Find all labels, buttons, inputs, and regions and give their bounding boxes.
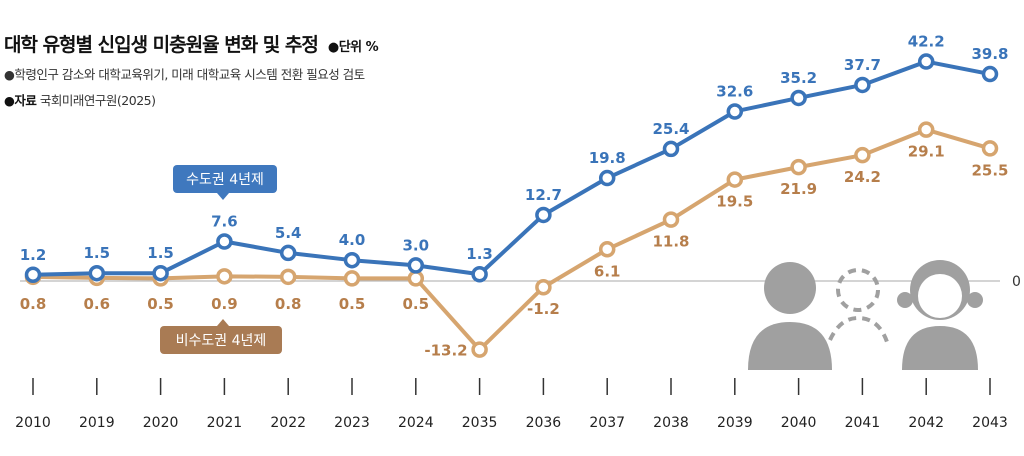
data-label: 0.8 <box>20 295 47 313</box>
data-point <box>662 140 680 158</box>
data-point <box>471 341 488 358</box>
series-line <box>32 127 991 352</box>
x-tick-label: 2043 <box>972 415 1008 431</box>
data-label: 25.5 <box>971 161 1008 179</box>
data-label: 25.4 <box>652 120 689 138</box>
legend-box-capital: 수도권 4년제 <box>173 165 277 200</box>
data-point <box>726 171 744 188</box>
data-label: -13.2 <box>424 342 467 360</box>
x-tick-label: 2020 <box>143 415 179 431</box>
x-tick-label: 2023 <box>334 415 370 431</box>
data-point <box>790 89 807 107</box>
x-tick-label: 2024 <box>398 415 434 431</box>
x-tick-label: 2021 <box>207 415 243 431</box>
data-label: -1.2 <box>527 300 560 318</box>
data-point <box>535 278 552 296</box>
x-tick-label: 2022 <box>270 415 306 431</box>
data-point <box>343 270 361 287</box>
zero-label: 0 <box>1012 274 1021 290</box>
data-label: 24.2 <box>844 168 881 186</box>
x-tick-label: 2041 <box>845 415 881 431</box>
data-point <box>598 169 616 187</box>
data-label: 7.6 <box>211 212 238 230</box>
data-label: 32.6 <box>716 82 753 100</box>
data-point <box>88 264 106 282</box>
data-label: 0.5 <box>147 295 174 313</box>
data-label: 5.4 <box>275 224 302 242</box>
x-tick-label: 2037 <box>589 415 625 431</box>
legend-label: 비수도권 4년제 <box>176 333 267 349</box>
data-label: 0.5 <box>403 295 430 313</box>
data-point <box>854 76 871 94</box>
data-label: 1.5 <box>84 244 111 262</box>
data-point <box>24 266 42 284</box>
data-label: 1.5 <box>147 244 174 262</box>
data-point <box>279 244 297 262</box>
data-label: 0.5 <box>339 295 366 313</box>
x-tick-label: 2010 <box>15 415 51 431</box>
data-point <box>343 251 361 269</box>
data-label: 37.7 <box>844 56 881 74</box>
x-tick-label: 2035 <box>462 415 498 431</box>
source: ●자료 국회미래연구원(2025) <box>4 93 156 108</box>
data-label: 19.5 <box>716 193 753 211</box>
chart-title: 대학 유형별 신입생 미충원율 변화 및 추정 ●단위 % <box>4 34 379 56</box>
data-point <box>407 257 425 274</box>
data-label: 0.6 <box>84 295 111 313</box>
data-label: 19.8 <box>589 149 626 167</box>
data-label: 21.9 <box>780 180 817 198</box>
x-tick-label: 2019 <box>79 415 115 431</box>
x-tick-label: 2036 <box>526 415 562 431</box>
data-label: 4.0 <box>339 231 366 249</box>
data-point <box>216 268 233 285</box>
data-label: 6.1 <box>594 262 621 280</box>
data-point <box>471 265 488 283</box>
chart-subtitle: ●학령인구 감소와 대학교육위기, 미래 대학교육 시스템 전환 필요성 검토 <box>4 67 365 82</box>
data-point <box>598 241 616 258</box>
data-point <box>790 158 807 176</box>
x-tick-label: 2039 <box>717 415 753 431</box>
data-point <box>726 103 744 120</box>
data-point <box>917 121 935 138</box>
data-label: 1.3 <box>466 245 493 263</box>
x-tick-label: 2038 <box>653 415 689 431</box>
data-point <box>216 233 233 250</box>
data-point <box>917 53 935 70</box>
series-line <box>32 59 991 277</box>
data-point <box>981 140 999 157</box>
data-label: 0.8 <box>275 295 302 313</box>
data-point <box>152 264 169 282</box>
data-point <box>981 65 999 83</box>
data-point <box>279 268 297 286</box>
data-label: 42.2 <box>908 33 945 51</box>
data-label: 0.9 <box>211 295 238 313</box>
data-point <box>854 146 871 164</box>
x-tick-label: 2042 <box>908 415 944 431</box>
legend-label: 수도권 4년제 <box>186 172 264 188</box>
legend-box-noncapital: 비수도권 4년제 <box>160 319 282 354</box>
people-illustration <box>748 260 983 370</box>
data-point <box>662 211 680 228</box>
data-label: 29.1 <box>908 143 945 161</box>
data-label: 35.2 <box>780 69 817 87</box>
data-label: 39.8 <box>971 45 1008 63</box>
x-tick-label: 2040 <box>781 415 817 431</box>
data-label: 3.0 <box>403 236 430 254</box>
data-label: 12.7 <box>525 186 562 204</box>
unit-label: ●단위 % <box>327 40 379 55</box>
data-point <box>535 206 552 224</box>
data-label: 1.2 <box>20 246 47 264</box>
data-point <box>407 270 425 287</box>
data-label: 11.8 <box>652 233 689 251</box>
